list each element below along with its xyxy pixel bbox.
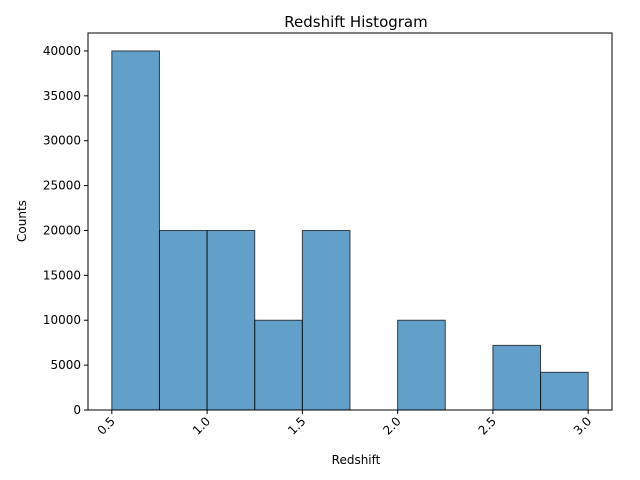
histogram-bar-3 xyxy=(254,319,303,411)
y-tick-label-4: 20000 xyxy=(43,223,81,237)
y-tick-label-5: 25000 xyxy=(43,179,81,193)
histogram-bar-1 xyxy=(158,229,208,411)
plot-frame xyxy=(87,32,613,411)
y-tick-label-8: 40000 xyxy=(43,44,81,58)
x-tick-label-3: 2.0 xyxy=(380,414,403,437)
y-axis: 0 5000 10000 15000 20000 25000 30000 35000 40000 xyxy=(43,44,88,417)
histogram-bar-2 xyxy=(206,229,256,411)
y-tick-label-0: 0 xyxy=(73,403,81,417)
histogram-bar-6 xyxy=(397,319,446,411)
x-tick-label-1: 1.0 xyxy=(190,414,213,437)
x-tick-label-4: 2.5 xyxy=(476,414,499,437)
x-tick-label-2: 1.5 xyxy=(285,414,308,437)
bars-group xyxy=(111,50,589,411)
x-tick-label-5: 3.0 xyxy=(571,414,594,437)
y-tick-label-6: 30000 xyxy=(43,134,81,148)
y-axis-label: Counts xyxy=(15,200,29,242)
histogram-bar-0 xyxy=(111,50,160,411)
x-axis-label: Redshift xyxy=(332,453,381,467)
y-tick-label-3: 15000 xyxy=(43,268,81,282)
y-tick-label-7: 35000 xyxy=(43,89,81,103)
histogram-bar-4 xyxy=(301,229,351,411)
x-tick-label-0: 0.5 xyxy=(95,414,118,437)
x-axis: 0.5 1.0 1.5 2.0 2.5 3.0 xyxy=(95,410,594,438)
histogram-bar-9 xyxy=(540,371,589,411)
y-tick-label-1: 5000 xyxy=(50,358,81,372)
chart-title: Redshift Histogram xyxy=(284,13,427,31)
histogram-bar-8 xyxy=(492,344,542,411)
y-tick-label-2: 10000 xyxy=(43,313,81,327)
